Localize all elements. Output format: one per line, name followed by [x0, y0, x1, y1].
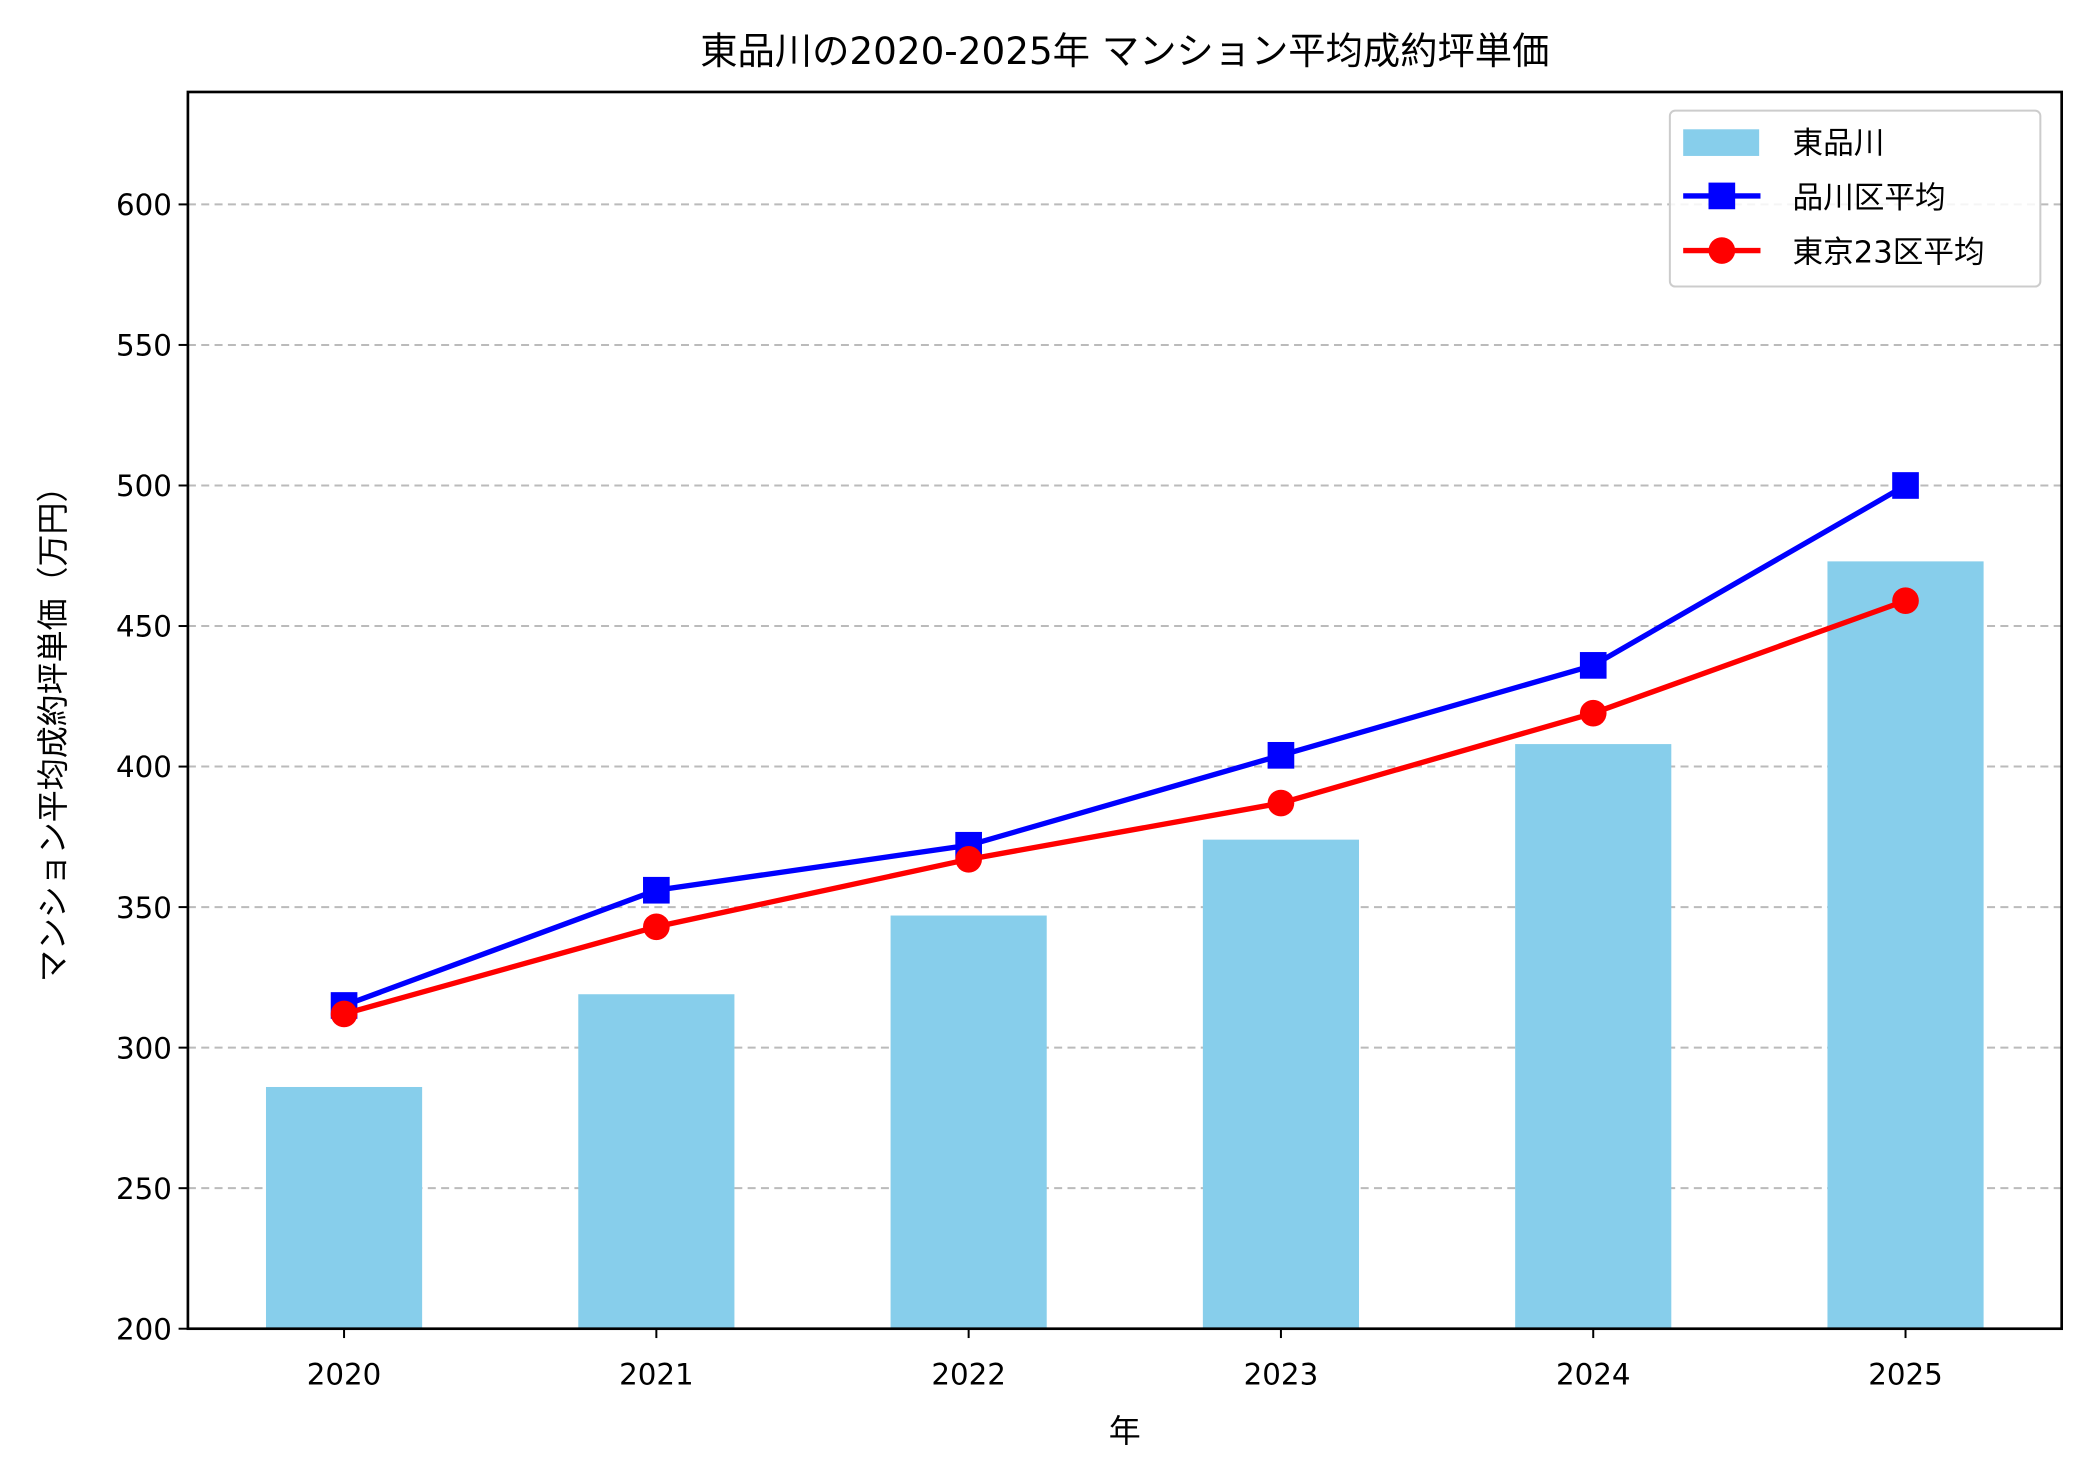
chart-title: 東品川の2020-2025年 マンション平均成約坪単価 — [700, 29, 1549, 73]
plot-frame — [186, 90, 2064, 1331]
legend-label-2: 東京23区平均 — [1792, 236, 1984, 271]
circle-marker — [1579, 699, 1607, 727]
y-tick-label: 250 — [116, 1172, 172, 1206]
line-circle — [343, 598, 1907, 1017]
x-tick-label: 2024 — [1556, 1358, 1631, 1392]
square-marker — [1579, 652, 1607, 679]
y-tick-label: 300 — [116, 1031, 172, 1065]
bar-2023 — [1202, 839, 1360, 1329]
y-ticks: 200 250 300 350 400 450 500 550 600 — [116, 188, 188, 1346]
legend-square-marker — [1708, 182, 1736, 210]
bar-2021 — [578, 994, 735, 1329]
y-axis-label: マンション平均成約坪単価（万円） — [34, 471, 72, 983]
bar-2020 — [265, 1086, 423, 1329]
x-tick-label: 2021 — [619, 1358, 694, 1392]
y-tick-label: 450 — [116, 610, 172, 644]
y-tick-label: 350 — [116, 891, 172, 925]
grid — [187, 203, 2062, 1190]
x-tick-label: 2020 — [307, 1358, 382, 1392]
x-tick-label: 2023 — [1244, 1358, 1319, 1392]
legend-label-1: 品川区平均 — [1792, 181, 1945, 216]
legend-box — [1668, 109, 2042, 288]
bar-2024 — [1515, 744, 1672, 1329]
x-ticks: 2020 2021 2022 2023 2024 2025 — [307, 1328, 1943, 1392]
y-tick-label: 600 — [116, 188, 172, 222]
legend-swatch-bar — [1683, 129, 1760, 156]
x-axis-label: 年 — [1109, 1412, 1141, 1450]
y-tick-label: 200 — [116, 1312, 172, 1346]
bar-2025 — [1827, 561, 1984, 1329]
legend-label-0: 東品川 — [1792, 126, 1884, 161]
circle-marker — [955, 845, 982, 873]
y-tick-label: 550 — [116, 329, 172, 363]
square-marker — [643, 876, 670, 904]
x-tick-label: 2022 — [931, 1358, 1006, 1392]
square-marker — [1267, 741, 1295, 769]
bars — [265, 561, 1984, 1329]
line-square — [343, 483, 1907, 1008]
circle-marker — [1892, 587, 1919, 615]
y-tick-label: 400 — [116, 750, 172, 784]
circle-marker — [330, 1000, 358, 1028]
lines — [330, 472, 1919, 1028]
legend: 東品川 品川区平均 東京23区平均 — [1668, 109, 2042, 288]
legend-circle-marker — [1708, 237, 1736, 264]
square-marker — [1892, 472, 1919, 499]
bar-2022 — [890, 915, 1047, 1329]
circle-marker — [643, 913, 670, 941]
y-tick-label: 500 — [116, 469, 172, 503]
circle-marker — [1267, 789, 1295, 817]
x-tick-label: 2025 — [1868, 1358, 1943, 1392]
